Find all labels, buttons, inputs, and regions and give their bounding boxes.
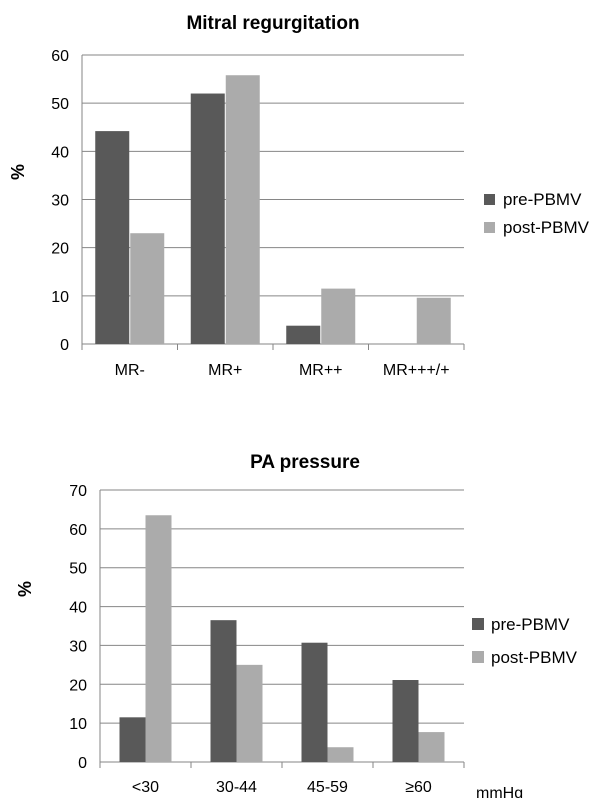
legend-label-pre: pre-PBMV bbox=[503, 190, 582, 209]
y-tick-label: 70 bbox=[69, 483, 87, 500]
bar-pre-pbmv bbox=[190, 93, 225, 345]
bar-pre-pbmv bbox=[119, 717, 146, 762]
chart-title: Mitral regurgitation bbox=[186, 13, 359, 34]
pa-pressure-chart: PA pressure % mmHg pre-PBMV post-PBMV 0 1… bbox=[15, 452, 578, 798]
x-tick-label: MR+++/+ bbox=[383, 362, 450, 379]
y-axis-label: % bbox=[8, 164, 28, 180]
y-tick-label: 0 bbox=[78, 755, 87, 772]
y-tick-label: 20 bbox=[51, 241, 69, 258]
x-tick-label: 30-44 bbox=[216, 779, 257, 796]
legend-swatch-post bbox=[484, 222, 495, 233]
legend-swatch-post bbox=[472, 651, 484, 663]
bar-pre-pbmv bbox=[301, 642, 328, 762]
x-tick-label: <30 bbox=[132, 779, 159, 796]
x-tick-label: MR+ bbox=[208, 362, 242, 379]
y-tick-label: 30 bbox=[51, 193, 69, 210]
y-axis-label: % bbox=[15, 581, 35, 597]
y-tick-label: 60 bbox=[51, 48, 69, 65]
legend-label-pre: pre-PBMV bbox=[491, 615, 570, 634]
y-tick-label: 60 bbox=[69, 522, 87, 539]
y-tick-label: 40 bbox=[51, 144, 69, 161]
y-tick-label: 50 bbox=[51, 96, 69, 113]
bar-post-pbmv bbox=[418, 732, 445, 762]
legend: pre-PBMV post-PBMV bbox=[484, 190, 590, 237]
x-tick-label: MR- bbox=[115, 362, 145, 379]
bar-post-pbmv bbox=[130, 233, 165, 344]
legend-swatch-pre bbox=[484, 194, 495, 205]
x-tick-label: MR++ bbox=[299, 362, 343, 379]
x-tick-label: 45-59 bbox=[307, 779, 348, 796]
y-tick-label: 0 bbox=[60, 337, 69, 354]
y-tick-label: 10 bbox=[51, 289, 69, 306]
y-tick-label: 10 bbox=[69, 716, 87, 733]
legend-swatch-pre bbox=[472, 618, 484, 630]
y-tick-label: 30 bbox=[69, 638, 87, 655]
bar-post-pbmv bbox=[145, 515, 172, 762]
y-tick-label: 20 bbox=[69, 677, 87, 694]
bar-post-pbmv bbox=[416, 297, 451, 344]
y-tick-label: 40 bbox=[69, 600, 87, 617]
bar-post-pbmv bbox=[327, 747, 354, 762]
bar-pre-pbmv bbox=[95, 131, 130, 344]
x-axis-unit-label: mmHg bbox=[476, 785, 523, 798]
legend-label-post: post-PBMV bbox=[503, 218, 590, 237]
x-tick-label: ≥60 bbox=[405, 779, 432, 796]
legend-label-post: post-PBMV bbox=[491, 648, 578, 667]
bar-pre-pbmv bbox=[392, 680, 419, 762]
bar-post-pbmv bbox=[225, 75, 260, 344]
bar-post-pbmv bbox=[236, 664, 263, 762]
y-tick-label: 50 bbox=[69, 561, 87, 578]
bar-pre-pbmv bbox=[210, 620, 237, 762]
mitral-regurgitation-chart: Mitral regurgitation % pre-PBMV post-PBM… bbox=[8, 13, 590, 379]
bar-post-pbmv bbox=[321, 288, 356, 344]
bar-pre-pbmv bbox=[286, 325, 321, 344]
legend: pre-PBMV post-PBMV bbox=[472, 615, 578, 667]
chart-title: PA pressure bbox=[250, 452, 360, 473]
